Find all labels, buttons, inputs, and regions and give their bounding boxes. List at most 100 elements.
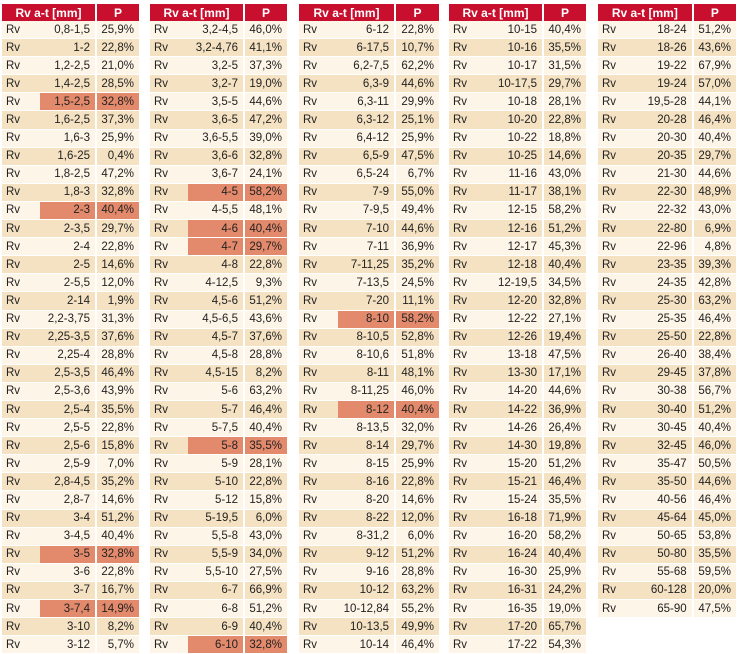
p-cell: 45,3% [543, 237, 586, 257]
range-cell: 7-10 [337, 219, 397, 239]
p-cell: 47,2% [244, 110, 287, 130]
range-cell: 4,5-15 [188, 364, 245, 383]
p-cell: 46,4% [692, 310, 736, 329]
row-prefix: Rv [299, 490, 338, 510]
p-cell: 22,8% [96, 237, 139, 257]
range-cell: 1,6-25 [40, 147, 97, 166]
row-prefix: Rv [449, 56, 487, 76]
table-row-highlighted: Rv 5-8 35,5% [150, 436, 287, 456]
table-row: Rv 4,5-6,5 43,6% [150, 310, 287, 329]
table-1: Rv a-t [mm] P Rv 0,8-1,5 25,9% Rv 1-2 22,8% Rv 1,… [2, 4, 139, 654]
table-row: Rv 6,5-24 6,7% [299, 165, 439, 184]
p-cell: 51,2% [96, 509, 139, 528]
table-row: Rv 5-19,5 6,0% [150, 509, 287, 528]
range-cell: 6-8 [188, 599, 245, 619]
range-cell: 60-128 [636, 581, 694, 601]
p-cell: 46,0% [395, 382, 439, 401]
range-cell: 2,5-9 [40, 454, 97, 474]
p-cell: 44,6% [395, 219, 439, 239]
p-cell: 32,8% [96, 183, 139, 202]
row-prefix: Rv [150, 346, 188, 365]
row-prefix: Rv [598, 255, 637, 275]
range-cell: 3-12 [40, 635, 97, 654]
p-cell: 47,5% [543, 346, 586, 365]
range-cell: 15-20 [487, 454, 544, 474]
row-prefix: Rv [299, 129, 338, 148]
table-row: Rv 10-13,5 49,9% [299, 617, 439, 637]
range-cell: 5-10 [188, 472, 245, 492]
p-cell: 12,0% [96, 273, 139, 293]
p-cell: 22,8% [244, 255, 287, 275]
p-cell: 19,0% [543, 599, 586, 619]
range-cell: 3-6 [40, 563, 97, 582]
range-cell: 14-26 [487, 418, 544, 438]
row-prefix: Rv [299, 581, 338, 601]
row-prefix: Rv [449, 545, 487, 564]
p-cell: 46,4% [96, 364, 139, 383]
row-prefix: Rv [299, 527, 338, 546]
range-cell: 2-5 [40, 255, 97, 275]
p-cell: 55,2% [395, 599, 439, 619]
row-prefix: Rv [598, 201, 637, 221]
row-prefix: Rv [299, 92, 338, 112]
row-prefix: Rv [150, 454, 188, 474]
range-cell: 14-20 [487, 382, 544, 401]
table-row: Rv 2,5-4 35,5% [2, 400, 139, 420]
range-cell: 23-35 [636, 255, 694, 275]
table-row: Rv 6-12 22,8% [299, 21, 439, 40]
table-row: Rv 4-12,5 9,3% [150, 273, 287, 293]
table-row: Rv 10-25 14,6% [449, 147, 586, 166]
range-cell: 10-17 [487, 56, 544, 76]
p-cell: 40,4% [244, 418, 287, 438]
table-row: Rv 25-35 46,4% [598, 310, 736, 329]
row-prefix: Rv [150, 382, 188, 401]
range-cell: 2-3,5 [40, 219, 97, 239]
p-cell: 8,2% [96, 617, 139, 637]
p-cell: 44,6% [543, 382, 586, 401]
range-cell: 11-16 [487, 165, 544, 184]
range-cell: 3,6-5,5 [188, 129, 245, 148]
row-prefix: Rv [2, 400, 40, 420]
table-row: Rv 7-11 36,9% [299, 237, 439, 257]
range-cell: 20-30 [636, 129, 694, 148]
p-cell: 51,2% [543, 454, 586, 474]
p-cell: 32,8% [244, 147, 287, 166]
range-cell: 7-20 [337, 291, 397, 311]
table-row: Rv 3,2-5 37,3% [150, 56, 287, 76]
p-cell: 51,2% [244, 291, 287, 311]
table-row: Rv 12-22 27,1% [449, 310, 586, 329]
table-row: Rv 8-22 12,0% [299, 509, 439, 528]
row-prefix: Rv [150, 165, 188, 184]
row-prefix: Rv [449, 364, 487, 383]
range-cell: 22-30 [636, 183, 694, 202]
row-prefix: Rv [150, 219, 188, 239]
row-prefix: Rv [449, 92, 487, 112]
p-cell: 46,4% [692, 110, 736, 130]
p-cell: 44,6% [244, 92, 287, 112]
p-cell: 52,8% [395, 328, 439, 347]
p-cell: 14,9% [96, 599, 139, 619]
p-cell: 36,9% [543, 400, 586, 420]
table-row: Rv 15-20 51,2% [449, 454, 586, 474]
row-prefix: Rv [2, 183, 40, 202]
table-row: Rv 4,5-6 51,2% [150, 291, 287, 311]
range-cell: 2,8-7 [40, 490, 97, 510]
table-row: Rv 3,6-5,5 39,0% [150, 129, 287, 148]
range-cell: 5,5-10 [188, 563, 245, 582]
table-row: Rv 2,5-6 15,8% [2, 436, 139, 456]
table-row: Rv 17-22 54,3% [449, 635, 586, 654]
table-row: Rv 8-11,25 46,0% [299, 382, 439, 401]
table-row: Rv 24-35 42,8% [598, 273, 736, 293]
table-row: Rv 3-4,5 40,4% [2, 527, 139, 546]
row-prefix: Rv [150, 201, 188, 221]
table-row: Rv 6,5-9 47,5% [299, 147, 439, 166]
row-prefix: Rv [150, 129, 188, 148]
table-row: Rv 2-5,5 12,0% [2, 273, 139, 293]
row-prefix: Rv [598, 92, 637, 112]
row-prefix: Rv [150, 490, 188, 510]
row-prefix: Rv [598, 291, 637, 311]
range-cell: 2,5-3,5 [40, 364, 97, 383]
p-cell: 51,2% [395, 545, 439, 564]
range-cell: 6,2-7,5 [337, 56, 397, 76]
range-cell: 7-11,25 [337, 255, 397, 275]
